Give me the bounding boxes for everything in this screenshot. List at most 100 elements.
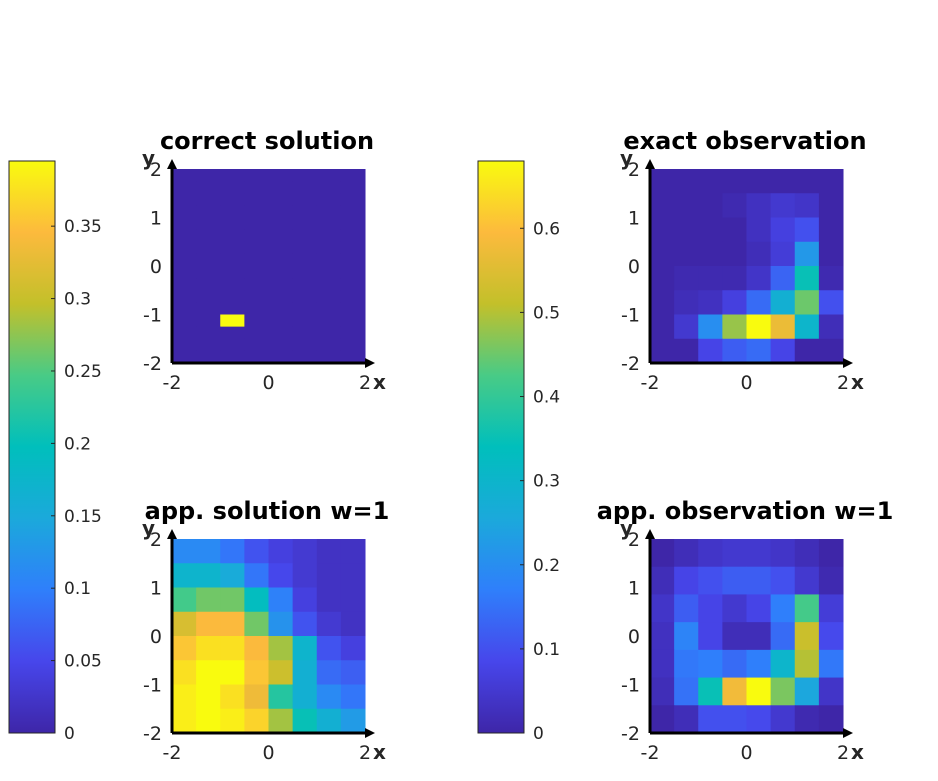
- y-tick-label: 0: [150, 626, 162, 648]
- heatmap-cell: [196, 290, 221, 303]
- heatmap-cell: [674, 622, 699, 651]
- heatmap-cell: [268, 241, 294, 255]
- heatmap-cell: [770, 266, 796, 291]
- heatmap-cell: [674, 705, 699, 734]
- panel-title: correct solution: [160, 127, 374, 155]
- heatmap-cell: [746, 217, 772, 243]
- y-axis-arrow: [167, 529, 177, 539]
- y-tick-label: 2: [628, 159, 640, 181]
- colorbar-2-tick-label: 0.2: [533, 556, 560, 576]
- heatmap-cell: [196, 302, 221, 316]
- heatmap-cell: [244, 563, 270, 588]
- heatmap-cell: [172, 253, 197, 267]
- x-tick-label: 0: [262, 742, 274, 764]
- heatmap-cell: [722, 622, 748, 651]
- heatmap-cell: [674, 290, 699, 315]
- heatmap-cell: [794, 566, 820, 595]
- heatmap-cell: [770, 241, 796, 267]
- heatmap-cell: [172, 350, 197, 364]
- heatmap-cell: [746, 705, 772, 734]
- heatmap-cell: [316, 636, 342, 661]
- y-axis-label: y: [620, 516, 633, 540]
- heatmap-cell: [244, 338, 270, 352]
- heatmap-cell: [244, 587, 270, 613]
- heatmap-cell: [292, 660, 318, 685]
- heatmap-cell: [268, 253, 294, 267]
- heatmap-cell: [650, 539, 675, 568]
- heatmap-cell: [340, 563, 366, 588]
- heatmap-cell: [340, 169, 366, 182]
- heatmap-cell: [172, 217, 197, 231]
- heatmap-cell: [220, 181, 245, 194]
- heatmap-cell: [770, 217, 796, 243]
- heatmap-cell: [770, 594, 796, 623]
- heatmap-cell: [172, 611, 197, 637]
- heatmap-cell: [244, 217, 270, 231]
- heatmap-cell: [172, 169, 197, 182]
- heatmap-cell: [316, 181, 342, 194]
- heatmap-cell: [196, 181, 221, 194]
- heatmap-cell: [292, 217, 318, 231]
- heatmap-cell: [220, 169, 245, 182]
- y-tick-label: -2: [143, 723, 162, 745]
- heatmap-cell: [268, 266, 294, 279]
- x-axis-label: x: [851, 740, 864, 764]
- heatmap-cell: [292, 636, 318, 661]
- heatmap-cell: [292, 266, 318, 279]
- heatmap-cell: [244, 193, 270, 206]
- heatmap-cell: [722, 266, 748, 291]
- heatmap-cell: [794, 217, 820, 243]
- heatmap-cell: [316, 350, 342, 364]
- heatmap-cell: [292, 338, 318, 352]
- heatmap-cell: [794, 677, 820, 706]
- heatmap-cell: [268, 563, 294, 588]
- y-axis-label: y: [142, 516, 155, 540]
- heatmap-cell: [650, 566, 675, 595]
- heatmap-cell: [698, 266, 723, 291]
- heatmap-cell: [220, 326, 245, 340]
- heatmap-cell: [722, 217, 748, 243]
- heatmap-cell: [674, 539, 699, 568]
- heatmap-cell: [268, 587, 294, 613]
- heatmap-cell: [196, 563, 221, 588]
- heatmap-cell: [316, 229, 342, 243]
- heatmap-cell: [340, 611, 366, 637]
- heatmap-cell: [722, 241, 748, 267]
- heatmap-cell: [770, 193, 796, 218]
- heatmap-cell: [292, 253, 318, 267]
- x-tick-label: 0: [740, 372, 752, 394]
- heatmap-cell: [698, 594, 723, 623]
- y-tick-label: -1: [621, 305, 640, 327]
- heatmap-cell: [292, 193, 318, 206]
- heatmap-cell: [818, 566, 844, 595]
- heatmap-cell: [172, 302, 197, 316]
- x-tick-label: 2: [359, 742, 371, 764]
- heatmap-cell: [794, 266, 820, 291]
- heatmap-cell: [244, 708, 270, 734]
- y-tick-label: -2: [621, 353, 640, 375]
- y-tick-label: -2: [621, 723, 640, 745]
- heatmap-cell: [172, 290, 197, 303]
- heatmap-cell: [196, 611, 221, 637]
- heatmap-cell: [746, 241, 772, 267]
- heatmap-cell: [340, 539, 366, 564]
- y-tick-label: 2: [150, 529, 162, 551]
- heatmap-cell: [316, 290, 342, 303]
- heatmap-cell: [196, 587, 221, 613]
- heatmap-cell: [172, 708, 197, 734]
- heatmap-cell: [794, 290, 820, 315]
- heatmap-cell: [770, 169, 796, 194]
- colorbar-2-tick-label: 0.3: [533, 472, 560, 492]
- heatmap-cell: [770, 290, 796, 315]
- y-tick-label: 0: [628, 626, 640, 648]
- heatmap-cell: [268, 684, 294, 710]
- heatmap-cell: [244, 205, 270, 219]
- x-axis-arrow: [365, 728, 375, 738]
- colorbar-1-tick-label: 0.15: [64, 507, 102, 527]
- heatmap-cell: [340, 253, 366, 267]
- heatmap-cell: [292, 539, 318, 564]
- heatmap-cell: [244, 611, 270, 637]
- y-tick-label: -1: [621, 675, 640, 697]
